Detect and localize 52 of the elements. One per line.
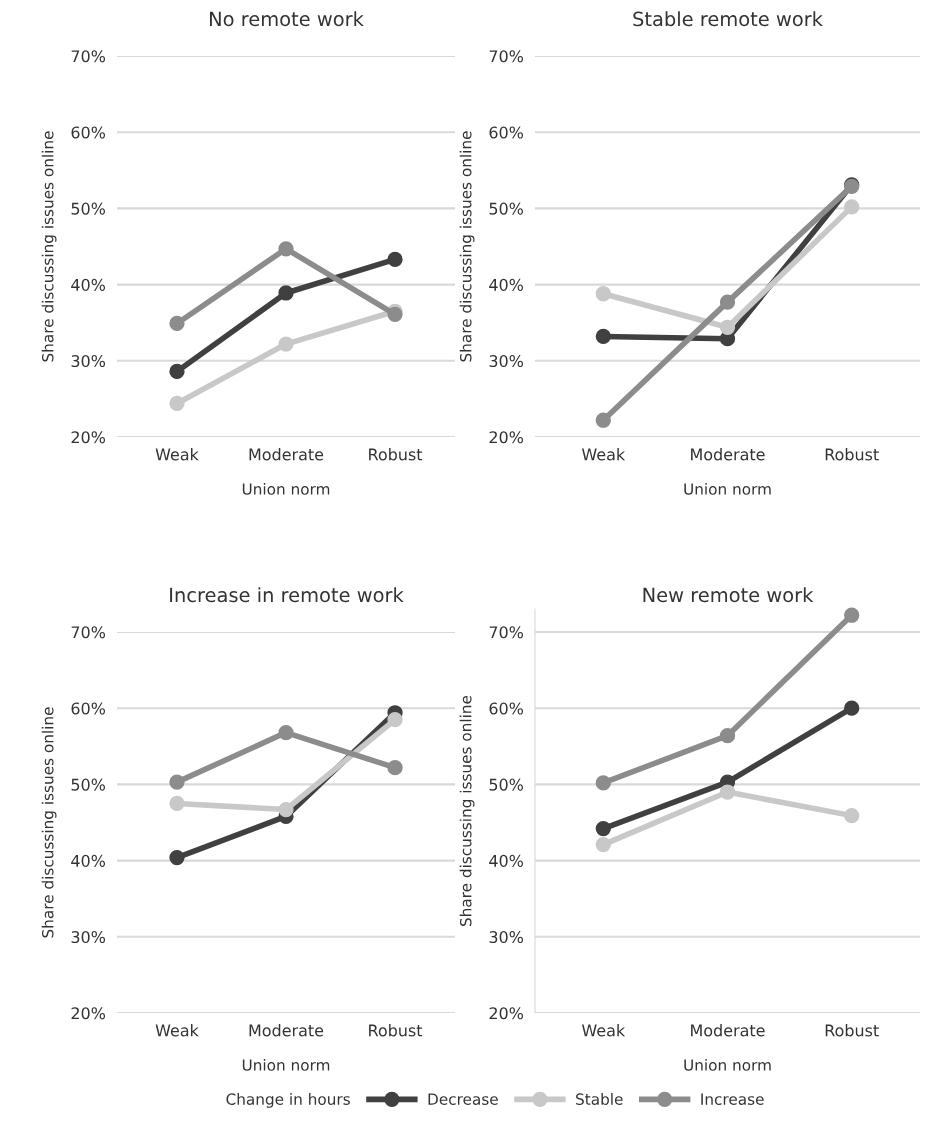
y-tick-label: 30%	[489, 355, 524, 368]
y-tick-label: 50%	[71, 202, 106, 215]
y-tick-label: 60%	[489, 126, 524, 139]
x-tick-label: Moderate	[691, 448, 765, 461]
y-tick-label: 60%	[71, 126, 106, 139]
y-tick-label: 20%	[489, 431, 524, 444]
x-axis-title: Union norm	[242, 1059, 330, 1071]
legend-label: Stable	[576, 1093, 623, 1105]
y-tick-label: 40%	[71, 278, 106, 291]
legend-title: Change in hours	[226, 1093, 350, 1108]
y-tick-label: 30%	[489, 931, 524, 944]
x-tick-label: Moderate	[691, 1024, 765, 1037]
x-axis-title: Union norm	[684, 483, 771, 495]
y-axis-title: Share discussing issues online	[459, 695, 475, 927]
x-tick-label: Robust	[369, 1024, 423, 1037]
y-tick-label: 70%	[489, 626, 524, 639]
x-axis-title: Union norm	[242, 483, 330, 495]
y-tick-label: 30%	[71, 931, 106, 944]
y-tick-label: 50%	[489, 202, 524, 215]
x-tick-label: Robust	[369, 448, 423, 461]
y-tick-label: 20%	[71, 1007, 106, 1020]
y-axis-title: Share discussing issues online	[459, 131, 475, 362]
chart-title: No remote work	[210, 11, 364, 27]
x-tick-label: Weak	[581, 448, 626, 461]
y-tick-label: 60%	[489, 702, 524, 715]
y-tick-label: 70%	[71, 50, 106, 63]
y-axis-title: Share discussing issues online	[41, 131, 57, 362]
chart-title: New remote work	[643, 587, 814, 603]
y-tick-label: 30%	[71, 355, 106, 368]
x-tick-label: Weak	[581, 1024, 626, 1037]
y-tick-label: 60%	[71, 702, 106, 715]
legend-label: Increase	[701, 1093, 764, 1105]
y-tick-label: 20%	[71, 431, 106, 444]
chart-title: Increase in remote work	[170, 587, 404, 603]
x-tick-label: Moderate	[249, 448, 324, 461]
chart-title: Stable remote work	[633, 11, 823, 27]
legend-label: Decrease	[428, 1093, 498, 1105]
y-tick-label: 40%	[489, 854, 524, 867]
y-tick-label: 70%	[489, 50, 524, 63]
x-tick-label: Moderate	[249, 1024, 324, 1037]
y-tick-label: 40%	[71, 854, 106, 867]
y-tick-label: 50%	[489, 778, 524, 791]
y-tick-label: 40%	[489, 278, 524, 291]
y-tick-label: 50%	[71, 778, 106, 791]
x-tick-label: Weak	[155, 448, 199, 461]
x-tick-label: Robust	[825, 448, 879, 461]
x-tick-label: Robust	[825, 1024, 879, 1037]
y-tick-label: 20%	[489, 1007, 524, 1020]
x-axis-title: Union norm	[684, 1059, 771, 1071]
x-tick-label: Weak	[155, 1024, 199, 1037]
y-axis-title: Share discussing issues online	[41, 707, 57, 938]
y-tick-label: 70%	[71, 626, 106, 639]
